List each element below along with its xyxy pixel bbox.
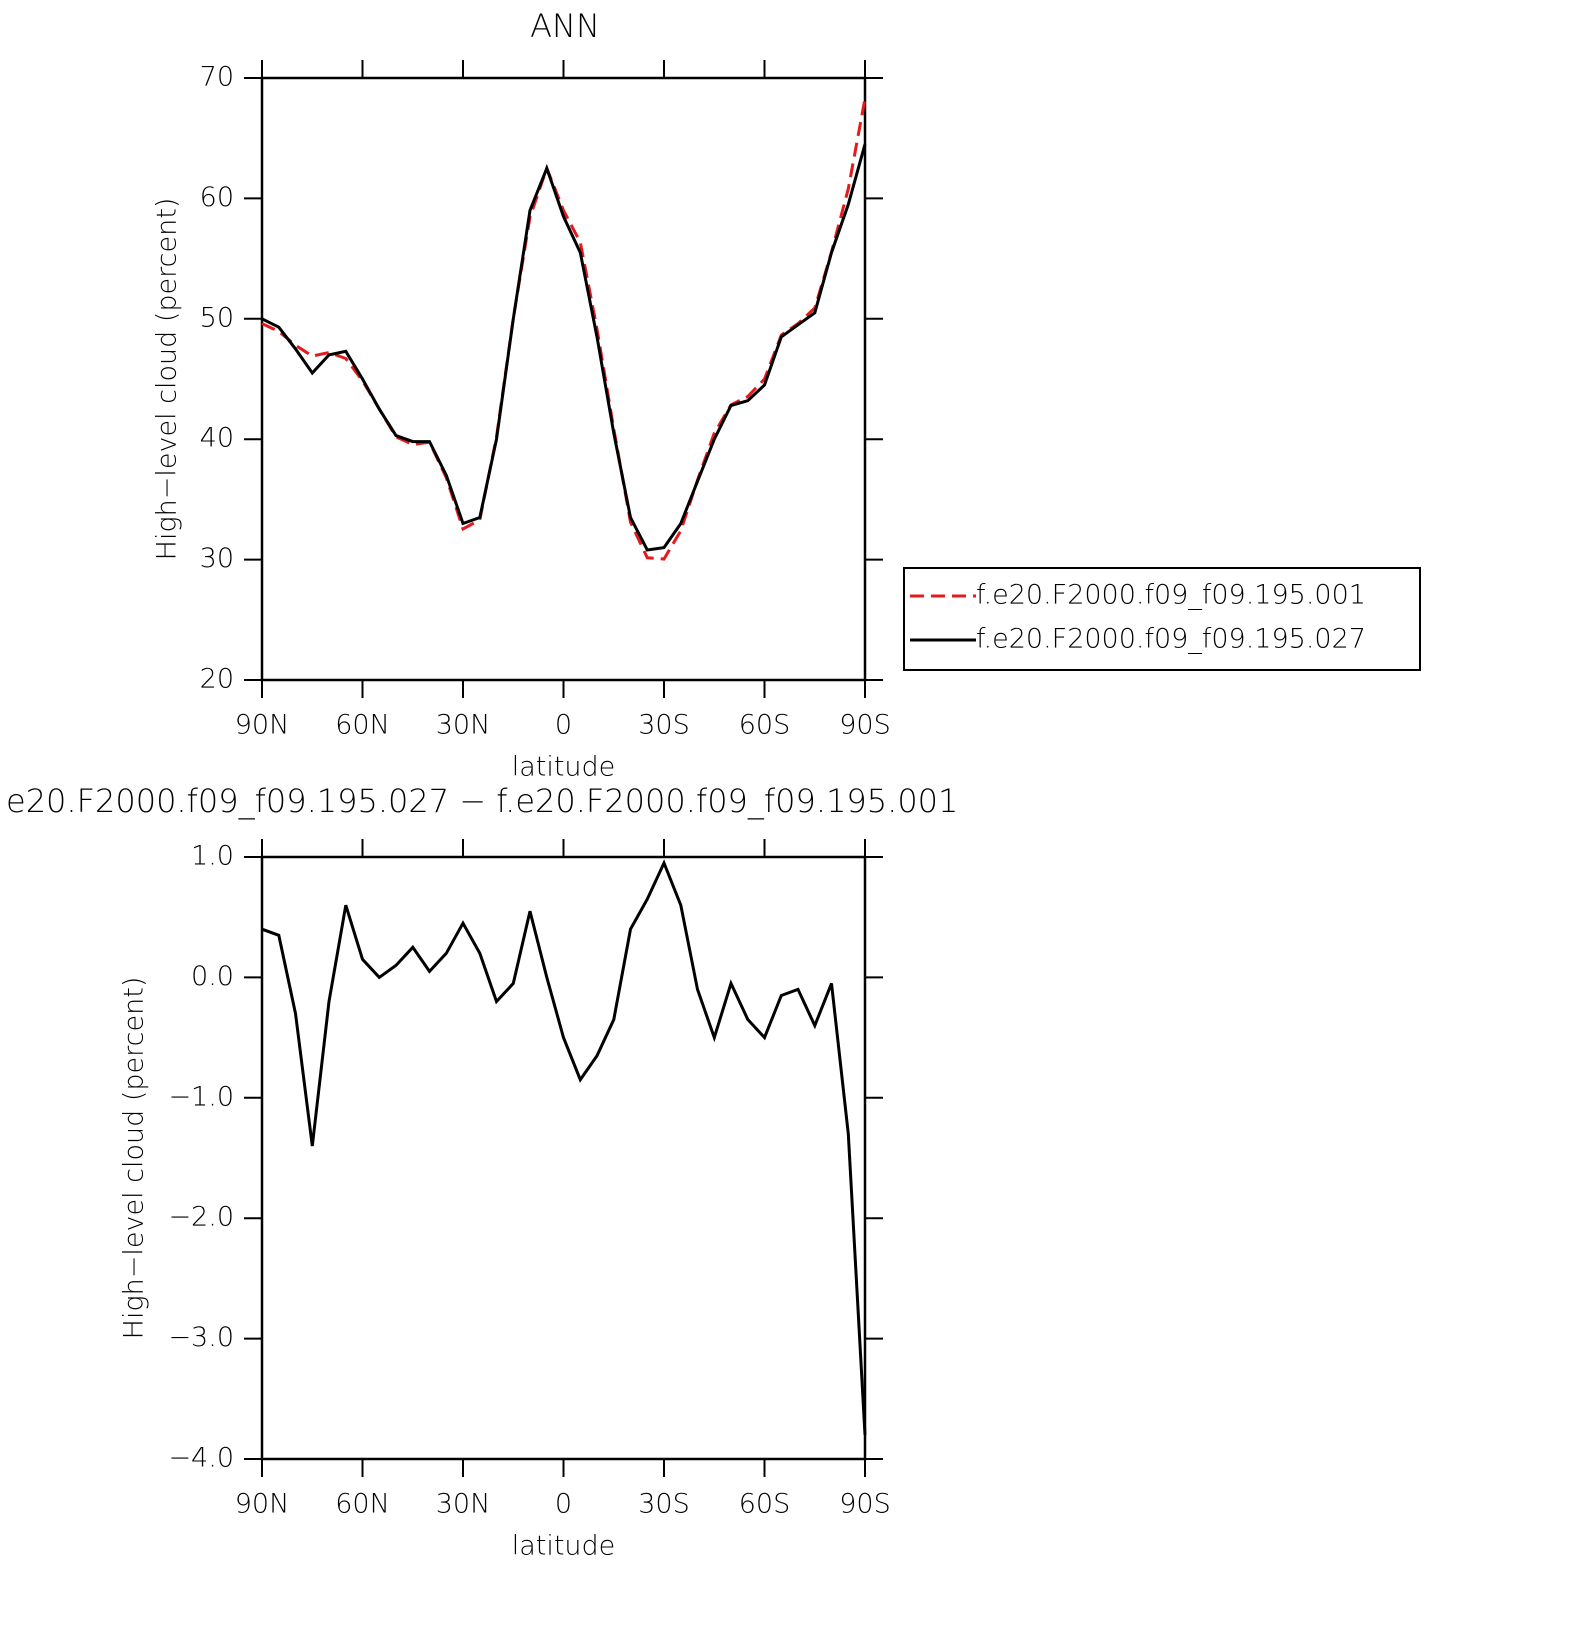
y-tick-label: 20 <box>200 664 234 695</box>
x-tick-label: 60S <box>739 710 791 741</box>
x-tick-label: 30S <box>638 1489 690 1520</box>
y-tick-label: 60 <box>200 182 234 213</box>
data-line <box>261 143 867 552</box>
x-axis-label: latitude <box>512 752 616 783</box>
y-tick-label: −4.0 <box>168 1443 234 1474</box>
y-tick-label: 0.0 <box>191 961 234 992</box>
chart-title: ANN <box>530 7 600 45</box>
y-axis-label: High−level cloud (percent) <box>119 977 150 1340</box>
plot-frame <box>260 855 867 1461</box>
y-tick-label: 1.0 <box>191 841 234 872</box>
y-axis-label: High−level cloud (percent) <box>152 198 183 561</box>
x-tick-label: 30N <box>436 710 491 741</box>
y-tick-label: 30 <box>200 543 234 574</box>
x-tick-label: 30S <box>638 710 690 741</box>
y-tick-label: −2.0 <box>168 1202 234 1233</box>
x-tick-label: 90N <box>235 710 290 741</box>
x-tick-label: 60N <box>335 1489 390 1520</box>
x-tick-label: 0 <box>555 1489 572 1520</box>
y-tick-label: −3.0 <box>168 1322 234 1353</box>
x-tick-label: 0 <box>555 710 572 741</box>
plot-frame <box>260 76 867 682</box>
data-line <box>261 859 867 1435</box>
x-axis-label: latitude <box>512 1531 616 1562</box>
x-tick-label: 60S <box>739 1489 791 1520</box>
x-tick-label: 90N <box>235 1489 290 1520</box>
data-line <box>261 98 867 561</box>
legend-box <box>903 567 1421 671</box>
x-tick-label: 90S <box>839 710 891 741</box>
x-tick-label: 90S <box>839 1489 891 1520</box>
legend-label: f.e20.F2000.f09_f09.195.027 <box>976 624 1366 655</box>
y-tick-label: 40 <box>200 423 234 454</box>
y-tick-label: 50 <box>200 302 234 333</box>
y-tick-label: −1.0 <box>168 1081 234 1112</box>
x-tick-label: 30N <box>436 1489 491 1520</box>
x-tick-label: 60N <box>335 710 390 741</box>
legend-label: f.e20.F2000.f09_f09.195.001 <box>976 580 1366 611</box>
y-tick-label: 70 <box>200 62 234 93</box>
chart-title: e20.F2000.f09_f09.195.027 − f.e20.F2000.… <box>6 782 958 820</box>
